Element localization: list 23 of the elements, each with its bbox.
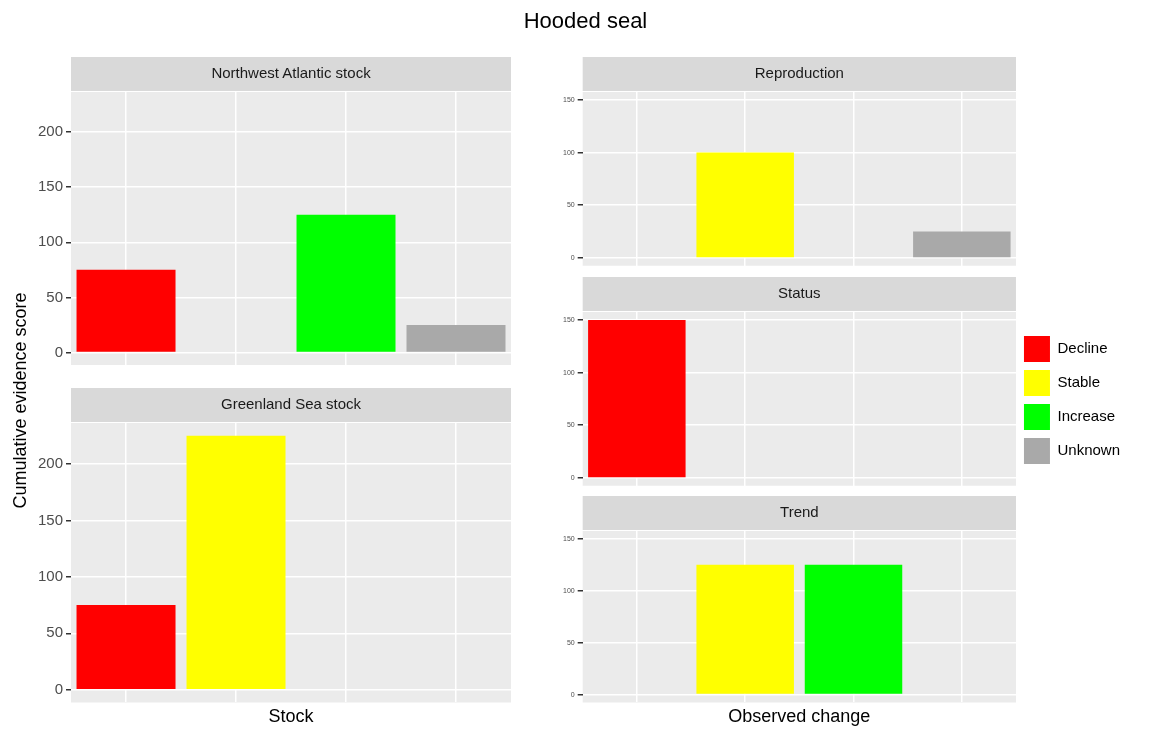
legend-label: Increase (1057, 407, 1116, 425)
y-tick-label: 200 (38, 122, 64, 140)
y-tick-label: 0 (54, 679, 64, 697)
x-axis-title: Observed change (728, 706, 871, 727)
y-axis-title: Cumulative evidence score (9, 291, 31, 509)
legend-label: Stable (1057, 373, 1101, 391)
y-tick-label: 50 (46, 623, 64, 641)
chart-title: Trend (780, 503, 819, 521)
y-tick-label: 100 (38, 232, 64, 250)
legend-label: Decline (1057, 339, 1108, 357)
chart-title: Reproduction (754, 64, 844, 82)
y-tick-label: 100 (38, 566, 64, 584)
y-tick-label: 150 (38, 510, 64, 528)
x-axis-title: Stock (268, 706, 315, 727)
chart-title: Greenland Sea stock (220, 395, 362, 413)
text: Hooded seal (522, 8, 649, 34)
chart-title: Status (778, 284, 821, 302)
chart-title: Northwest Atlantic stock (211, 64, 372, 82)
y-tick-label: 0 (54, 342, 64, 360)
y-tick-label: 150 (38, 177, 64, 195)
legend-label: Unknown (1057, 441, 1121, 459)
y-tick-label: 200 (38, 454, 64, 472)
y-tick-label: 50 (46, 287, 64, 305)
